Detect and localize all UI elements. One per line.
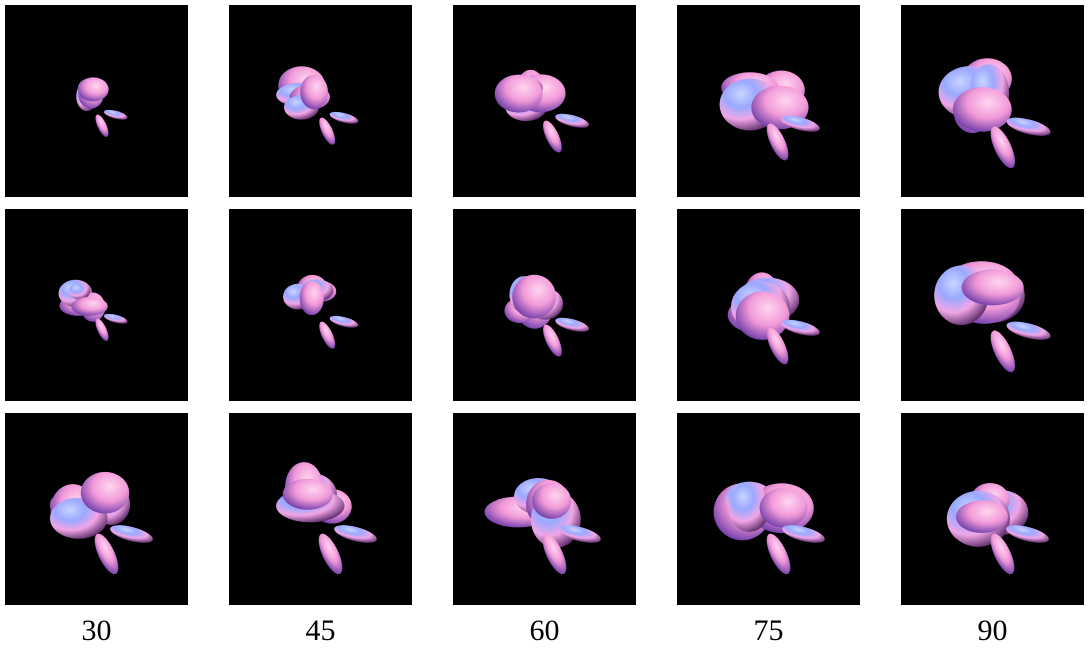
limb <box>990 330 1015 373</box>
column-label: 45 <box>306 614 336 647</box>
blob <box>759 488 808 528</box>
limb <box>329 111 359 124</box>
blob <box>282 478 333 510</box>
render-tile <box>901 209 1084 401</box>
limb <box>1006 525 1049 543</box>
limb <box>782 525 825 543</box>
render-tile <box>677 5 860 197</box>
render-tile <box>5 413 188 605</box>
render-tile <box>677 413 860 605</box>
limb <box>766 123 789 161</box>
blob <box>952 87 1012 132</box>
column-label: 75 <box>754 614 784 647</box>
render-tile <box>229 5 412 197</box>
limb <box>766 327 789 365</box>
limb <box>1006 117 1051 136</box>
limb <box>1006 321 1051 340</box>
render-tile <box>677 209 860 401</box>
render-tile <box>453 5 636 197</box>
blob <box>956 500 1008 533</box>
limb <box>94 533 119 575</box>
limb <box>318 533 343 575</box>
blob <box>728 482 770 532</box>
limb <box>780 115 820 132</box>
column-labels: 30 45 60 75 90 <box>82 614 1008 647</box>
limb <box>319 321 336 349</box>
render-tile <box>229 413 412 605</box>
limb <box>95 318 109 341</box>
blob <box>532 482 572 519</box>
render-tile <box>901 5 1084 197</box>
limb <box>334 525 377 543</box>
render-tile <box>5 209 188 401</box>
blob <box>71 296 108 316</box>
column-label: 30 <box>82 614 112 647</box>
limb <box>329 315 359 328</box>
render-tile <box>901 413 1084 605</box>
limb <box>780 319 820 336</box>
blob <box>77 77 109 102</box>
limb <box>104 313 128 324</box>
limb <box>555 317 589 332</box>
limb <box>543 324 562 357</box>
blob <box>735 291 790 340</box>
limb <box>555 113 589 128</box>
blob <box>961 269 1024 306</box>
limb <box>110 525 153 543</box>
limb <box>319 117 336 145</box>
limb <box>543 120 562 153</box>
blob <box>494 74 543 113</box>
limb <box>104 109 128 120</box>
limb <box>766 533 791 575</box>
column-label: 90 <box>978 614 1008 647</box>
render-tile <box>453 209 636 401</box>
blob <box>299 280 324 316</box>
limb <box>990 126 1015 169</box>
blob <box>512 274 557 319</box>
render-tile <box>453 413 636 605</box>
blob <box>300 74 328 110</box>
render-grid <box>5 5 1084 605</box>
render-tile <box>5 5 188 197</box>
limb <box>95 114 109 137</box>
limb <box>990 533 1015 575</box>
limb <box>558 525 601 543</box>
column-label: 60 <box>530 614 560 647</box>
blob <box>80 471 130 514</box>
limb <box>542 533 567 575</box>
render-tile <box>229 209 412 401</box>
blob <box>68 282 91 300</box>
